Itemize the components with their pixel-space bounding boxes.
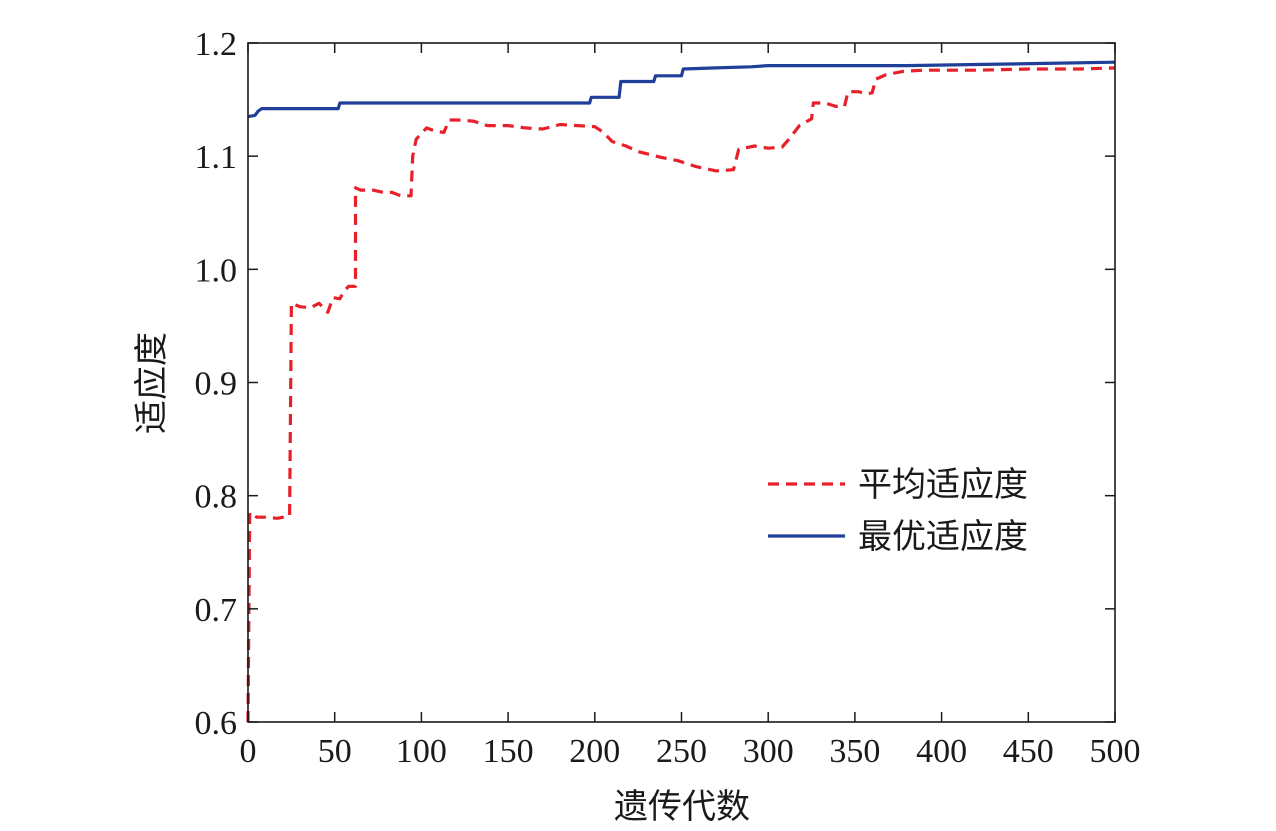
x-tick-label: 250: [656, 733, 707, 770]
x-tick-label: 200: [569, 733, 620, 770]
plot-frame: [247, 42, 1116, 723]
x-tick-label: 350: [829, 733, 880, 770]
y-tick-label: 1.2: [195, 26, 238, 63]
series-line-1: [246, 66, 1116, 723]
y-tick-label: 0.6: [195, 705, 238, 742]
y-tick-label: 0.7: [195, 592, 238, 629]
legend-label-2: 最优适应度: [858, 517, 1028, 557]
series-line-2: [247, 60, 1116, 119]
y-tick-label: 0.9: [195, 366, 238, 403]
y-tick-label: 1.1: [195, 139, 238, 176]
y-tick-label: 0.8: [195, 479, 238, 516]
legend-label-1: 平均适应度: [858, 465, 1028, 505]
x-axis-title: 遗传代数: [614, 787, 750, 827]
x-tick-label: 50: [318, 733, 352, 770]
labels-layer: 遗传代数 适应度: [132, 332, 750, 827]
x-tick-label: 300: [743, 733, 794, 770]
axes-layer: [247, 42, 1116, 723]
x-tick-label: 100: [396, 733, 447, 770]
series-layer: [246, 60, 1116, 723]
x-tick-label: 400: [916, 733, 967, 770]
x-tick-label: 150: [483, 733, 534, 770]
x-tick-label: 450: [1003, 733, 1054, 770]
ticks-layer: 0 50 100 150 200 250 300 350 400 450 500 0.6 0.7 0.8 0…: [195, 26, 1141, 770]
x-tick-label: 500: [1090, 733, 1141, 770]
y-axis-title: 适应度: [132, 332, 172, 434]
y-tick-label: 1.0: [195, 252, 238, 289]
x-tick-label: 0: [240, 733, 257, 770]
